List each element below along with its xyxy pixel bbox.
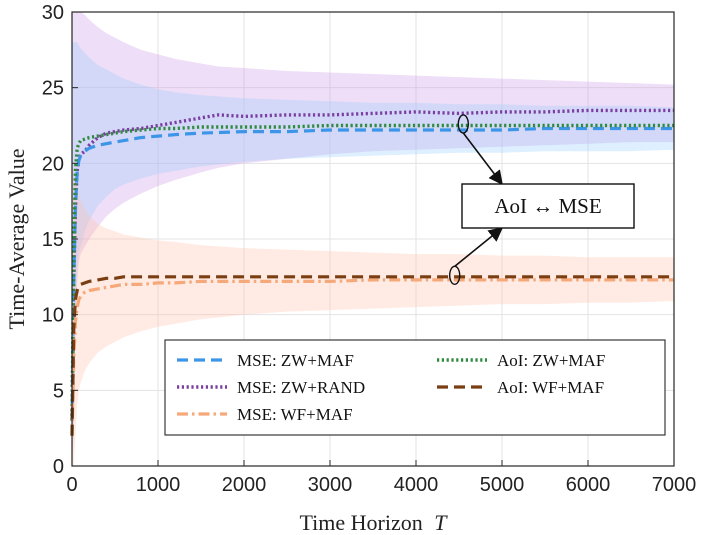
annotation-text: AoI ↔ MSE xyxy=(494,194,601,218)
axis-ticks: 0 1000 2000 3000 4000 5000 6000 7000 0 5 10 15 20 25 3… xyxy=(42,2,697,496)
line-mse_wf_maf xyxy=(70,278,674,436)
line-mse_zw_maf xyxy=(70,126,674,421)
x-tick-label: 7000 xyxy=(652,474,697,496)
legend-box xyxy=(164,339,666,436)
x-tick-label: 4000 xyxy=(394,474,439,496)
annotation-box xyxy=(461,183,635,229)
legend-label-aoi_zw_maf: AoI: ZW+MAF xyxy=(497,351,605,370)
legend-label-mse_zw_rand: MSE: ZW+RAND xyxy=(237,378,365,397)
y-tick-label: 25 xyxy=(42,78,64,100)
line-aoi_wf_maf xyxy=(70,275,674,436)
y-tick-label: 0 xyxy=(53,456,64,478)
x-axis-title-var: T xyxy=(434,510,448,535)
x-tick-label: 2000 xyxy=(222,474,267,496)
x-tick-label: 6000 xyxy=(566,474,611,496)
annotation-arrow xyxy=(462,132,503,186)
y-tick-label: 5 xyxy=(53,380,64,402)
x-tick-label: 0 xyxy=(66,474,77,496)
y-tick-label: 30 xyxy=(42,2,64,24)
legend: MSE: ZW+MAF AoI: ZW+MAF MSE: ZW+RAND AoI: W… xyxy=(164,339,666,436)
y-tick-label: 15 xyxy=(42,229,64,251)
x-axis-title: Time Horizon T xyxy=(300,510,449,535)
legend-label-aoi_wf_maf: AoI: WF+MAF xyxy=(497,378,604,397)
legend-label-mse_zw_maf: MSE: ZW+MAF xyxy=(237,351,354,370)
band-mse_wf_maf xyxy=(72,163,674,467)
series-lines xyxy=(70,108,674,436)
annotation: AoI ↔ MSE xyxy=(449,114,635,286)
x-tick-label: 3000 xyxy=(308,474,353,496)
legend-label-mse_wf_maf: MSE: WF+MAF xyxy=(237,405,353,424)
band-mse_zw_maf xyxy=(72,42,674,467)
line-aoi_zw_maf xyxy=(70,123,674,421)
y-tick-label: 20 xyxy=(42,153,64,175)
x-tick-label: 1000 xyxy=(136,474,181,496)
annotation-arrow xyxy=(454,227,504,267)
x-axis-title-text: Time Horizon xyxy=(300,510,423,535)
x-tick-label: 5000 xyxy=(480,474,525,496)
y-tick-label: 10 xyxy=(42,305,64,327)
y-axis-title: Time-Average Value xyxy=(4,148,29,329)
